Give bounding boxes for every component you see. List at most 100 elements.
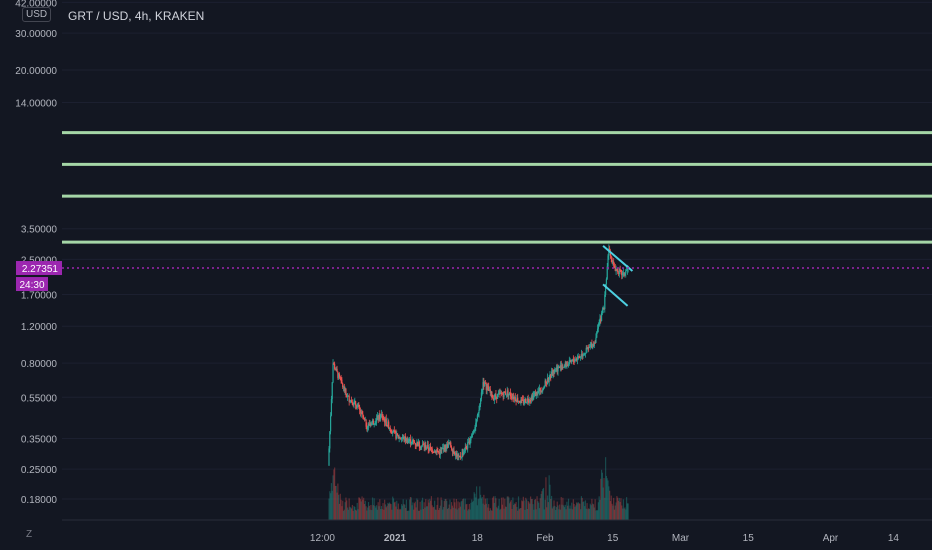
volume-bar <box>434 509 437 520</box>
volume-bar <box>613 509 616 520</box>
volume-bar <box>364 500 366 520</box>
candle-body <box>413 440 415 442</box>
candle-body <box>457 454 459 457</box>
volume-bar <box>345 497 347 520</box>
volume-bar <box>333 469 335 520</box>
candle-body <box>562 367 564 368</box>
candle-body <box>493 397 495 400</box>
candle-body <box>413 441 416 443</box>
volume-bar <box>370 504 372 520</box>
volume-bar <box>380 505 383 520</box>
zoom-reset-button[interactable]: Z <box>26 529 33 540</box>
volume-bar <box>397 503 399 520</box>
candle-body <box>534 392 536 395</box>
volume-bar <box>573 503 575 520</box>
volume-bar <box>430 500 432 520</box>
candle-body <box>438 451 440 453</box>
candle-body <box>371 422 373 426</box>
volume-bar <box>350 508 353 520</box>
candle-body <box>588 346 591 348</box>
trendlines[interactable] <box>602 245 634 307</box>
volume-bar <box>591 498 593 520</box>
volume-bar <box>499 509 501 520</box>
volume-bar <box>369 509 371 520</box>
volume-bar <box>362 499 364 520</box>
volume-bar <box>602 487 604 520</box>
candle-body <box>387 421 389 426</box>
volume-bar <box>444 499 446 520</box>
candle-body <box>609 251 612 256</box>
volume-bar <box>459 502 461 520</box>
volume-bar <box>394 501 396 520</box>
candle-body <box>346 396 349 397</box>
candle-body <box>446 444 449 448</box>
candle-body <box>485 383 487 391</box>
candle-body <box>364 419 366 421</box>
candle-body <box>470 437 472 441</box>
candle-body <box>499 392 501 394</box>
candle-body <box>613 265 616 268</box>
time-tick-label: 15 <box>607 533 619 544</box>
volume-bar <box>405 499 408 520</box>
price-tick-label: 20.00000 <box>15 66 57 77</box>
volume-bar <box>417 510 420 520</box>
volume-bar <box>493 502 495 520</box>
currency-badge[interactable]: USD <box>22 7 52 22</box>
volume-bar <box>570 508 572 520</box>
candle-body <box>604 294 606 310</box>
candle-body <box>469 440 471 445</box>
candle-body <box>522 399 524 404</box>
volume-bar <box>620 498 622 520</box>
candle-body <box>448 442 450 444</box>
volume-bar <box>448 504 450 520</box>
volume-bar <box>480 494 482 520</box>
volume-bar <box>352 510 354 520</box>
candle-body <box>462 452 464 455</box>
candle-body <box>477 413 479 416</box>
candle-body <box>363 417 365 419</box>
trendline[interactable] <box>602 245 634 272</box>
candle-body <box>495 394 497 397</box>
candle-body <box>617 269 619 273</box>
candle-body <box>547 377 549 383</box>
candle-body <box>532 395 534 400</box>
candle-body <box>442 448 444 450</box>
last-price-marker: 2.27351 24:30 <box>16 261 932 292</box>
candle-body <box>472 431 474 434</box>
volume-bar <box>486 498 488 520</box>
candle-body <box>435 450 437 453</box>
volume-bar <box>510 500 512 520</box>
volume-bar <box>527 501 529 520</box>
volume-bar <box>380 509 382 520</box>
volume-bar <box>414 501 416 520</box>
volume-bar <box>407 510 409 520</box>
candle-body <box>336 368 338 372</box>
price-axis[interactable] <box>0 0 62 520</box>
candle-body <box>490 391 492 393</box>
volume-bar <box>530 499 533 520</box>
volume-bar <box>373 498 375 520</box>
candle-body <box>579 356 581 358</box>
candle-body <box>540 390 542 392</box>
volume-bar <box>358 497 360 520</box>
volume-bar <box>496 507 498 520</box>
candle-body <box>419 446 421 448</box>
volume-bar <box>537 501 539 520</box>
candle-body <box>434 450 437 453</box>
volume-bar <box>502 497 504 520</box>
candle-body <box>524 398 526 403</box>
candle-body <box>567 364 569 366</box>
candle-body <box>467 442 469 449</box>
candle-body <box>528 401 530 402</box>
volume-bar <box>450 509 452 520</box>
candle-body <box>531 396 533 400</box>
trendline[interactable] <box>602 283 629 307</box>
volume-bar <box>565 509 567 520</box>
time-axis[interactable]: 12:00 2021 18 Feb 15 Mar 15 Apr 14 <box>62 519 932 544</box>
volume-bar <box>500 497 503 520</box>
candle-body <box>600 312 603 321</box>
candle-body <box>422 444 424 446</box>
volume-bar <box>338 494 340 520</box>
volume-bar <box>441 500 443 520</box>
